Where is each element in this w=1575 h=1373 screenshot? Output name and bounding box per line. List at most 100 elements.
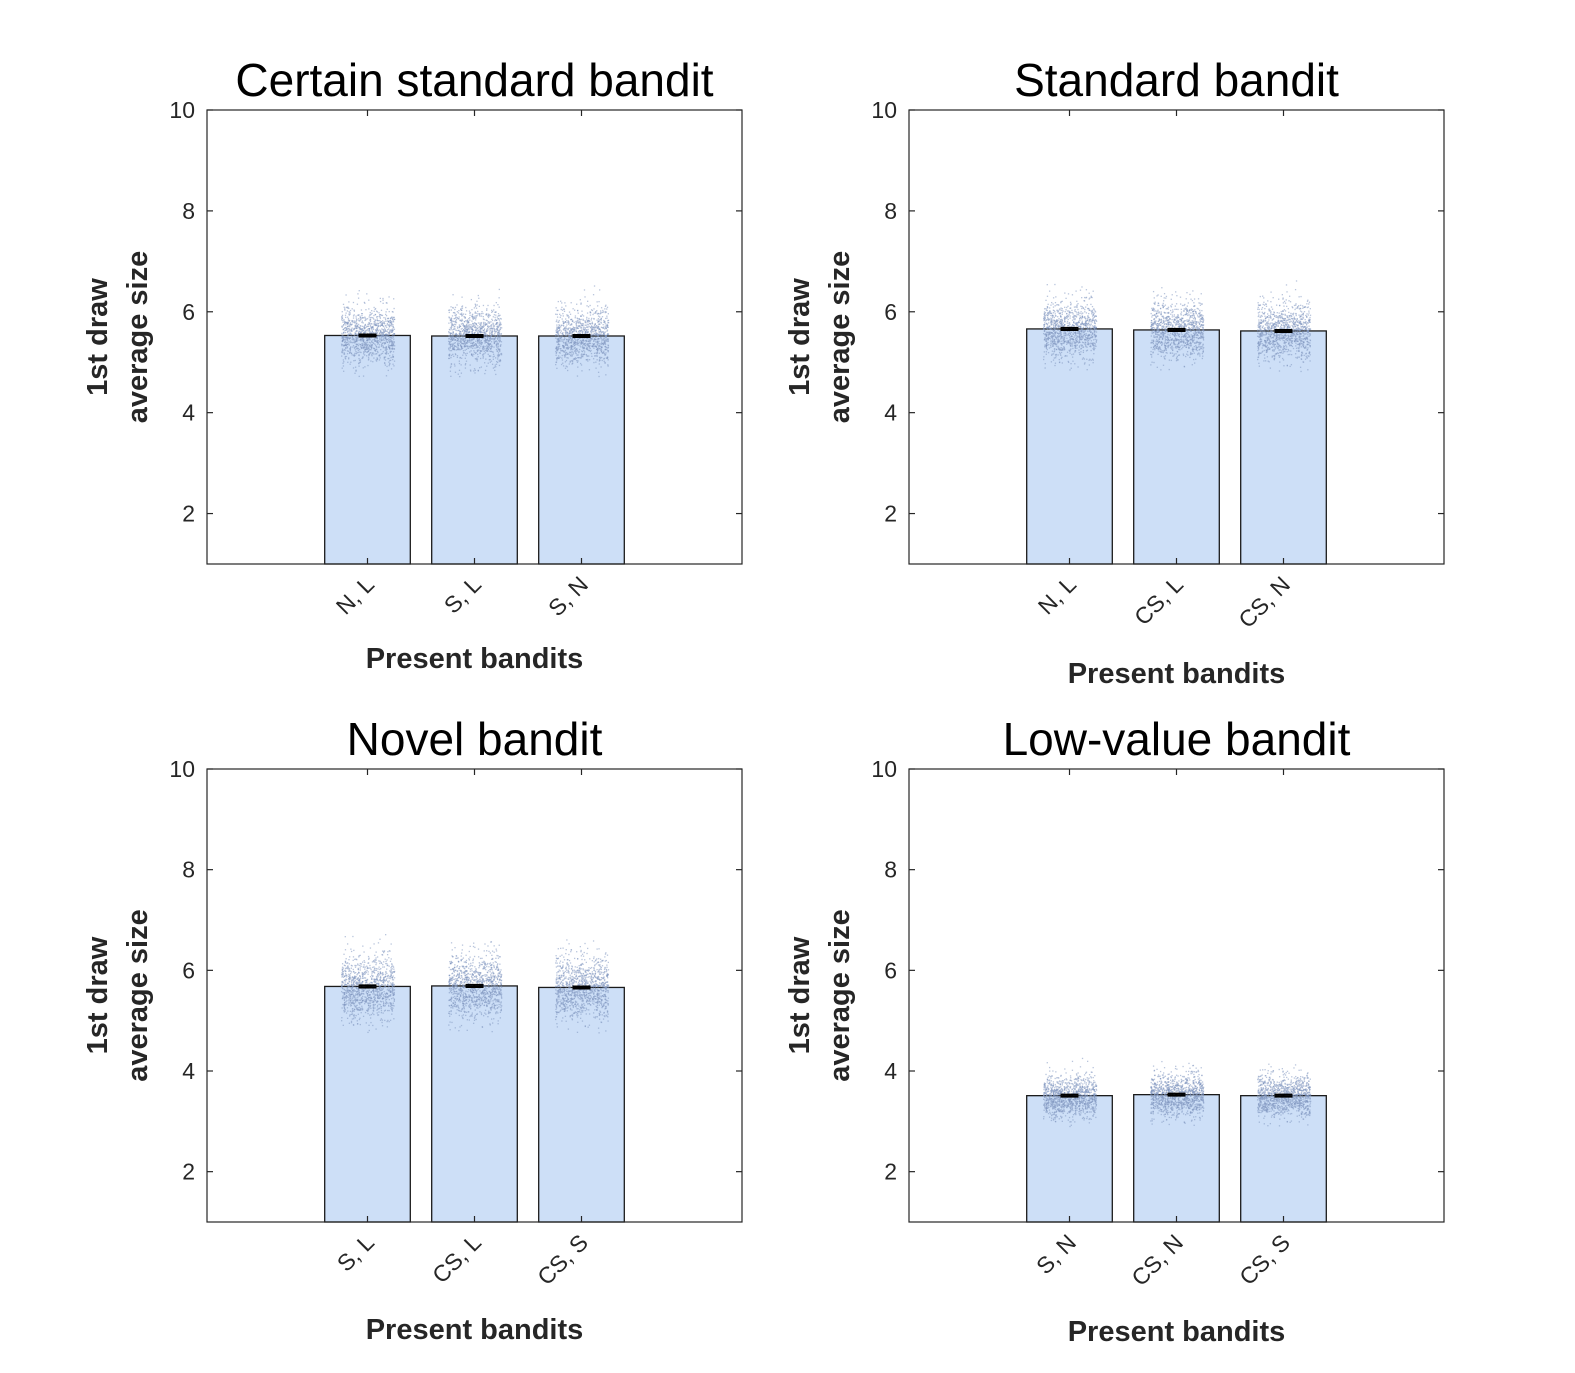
sample-point — [579, 325, 581, 327]
sample-point — [379, 334, 382, 336]
sample-point — [390, 331, 392, 333]
sample-point — [1053, 340, 1055, 342]
sample-point — [1080, 333, 1082, 335]
sample-point — [451, 329, 453, 331]
sample-point — [377, 341, 379, 344]
sample-point — [465, 310, 468, 312]
sample-point — [366, 339, 369, 342]
sample-point — [375, 331, 378, 333]
sample-point — [1049, 331, 1051, 333]
sample-point — [383, 321, 385, 323]
sample-point — [562, 315, 564, 317]
sample-point — [571, 346, 573, 349]
sample-point — [588, 355, 590, 357]
sample-point — [580, 346, 582, 348]
sample-point — [351, 337, 354, 339]
sample-point — [382, 302, 384, 304]
sample-point — [1091, 336, 1093, 338]
sample-point — [352, 367, 355, 369]
sample-point — [562, 324, 565, 326]
sample-point — [1055, 326, 1057, 329]
sample-point — [350, 328, 353, 330]
sample-point — [483, 329, 485, 331]
sample-point — [587, 324, 589, 326]
sample-point — [481, 331, 483, 333]
sample-point — [1161, 343, 1163, 345]
sample-point — [381, 335, 383, 338]
sample-point — [1067, 324, 1069, 327]
sample-point — [377, 320, 380, 322]
sample-point — [391, 341, 393, 344]
sample-point — [484, 349, 487, 352]
sample-point — [351, 327, 353, 329]
sample-point — [577, 357, 580, 359]
sample-point — [1064, 348, 1066, 350]
sample-point — [376, 340, 378, 342]
sample-point — [347, 333, 350, 335]
sample-point — [586, 355, 589, 357]
sample-point — [349, 337, 352, 339]
sample-point — [605, 311, 608, 313]
sample-point — [1195, 348, 1197, 351]
sample-point — [603, 321, 605, 323]
sample-point — [363, 332, 366, 334]
sample-point — [498, 339, 500, 342]
sample-point — [462, 338, 465, 340]
sample-point — [1087, 330, 1089, 333]
sample-point — [490, 330, 492, 332]
sample-point — [496, 333, 499, 335]
sample-point — [383, 343, 386, 345]
sample-point — [1199, 353, 1201, 355]
y-axis-label-line1: 1st draw — [82, 278, 114, 396]
sample-point — [581, 324, 584, 326]
sample-point — [1074, 342, 1077, 345]
sample-point — [475, 328, 477, 331]
sample-point — [390, 350, 393, 353]
sample-point — [491, 311, 493, 313]
sample-point — [601, 359, 603, 362]
sample-point — [387, 357, 389, 360]
sample-point — [1054, 341, 1056, 343]
sample-point — [1045, 353, 1047, 355]
sample-point — [1066, 313, 1068, 315]
sample-point — [1074, 317, 1076, 320]
sample-point — [567, 346, 569, 348]
sample-point — [389, 345, 391, 347]
sample-point — [1046, 284, 1048, 286]
sample-point — [389, 330, 392, 332]
sample-point — [1180, 325, 1182, 328]
sample-point — [1155, 317, 1158, 319]
sample-point — [1086, 323, 1088, 325]
sample-point — [1085, 344, 1087, 347]
sample-point — [363, 341, 366, 344]
sample-point — [353, 314, 355, 316]
sample-point — [1060, 343, 1062, 345]
sample-point — [1152, 339, 1155, 341]
sample-point — [483, 318, 485, 321]
sample-point — [392, 311, 394, 313]
sample-point — [386, 351, 388, 353]
sample-point — [368, 299, 370, 301]
sample-point — [458, 342, 460, 345]
sample-point — [1047, 334, 1050, 336]
sample-point — [1045, 347, 1048, 349]
sample-point — [458, 333, 461, 335]
sample-point — [348, 338, 350, 340]
sample-point — [1161, 337, 1163, 339]
sample-point — [1083, 299, 1085, 302]
sample-point — [1066, 343, 1068, 346]
sample-point — [1052, 345, 1055, 347]
sample-point — [380, 353, 383, 355]
sample-point — [453, 326, 455, 328]
sample-point — [449, 318, 452, 320]
sample-point — [565, 359, 568, 362]
sample-point — [374, 340, 376, 342]
sample-point — [1055, 343, 1057, 345]
sample-point — [450, 317, 452, 319]
sample-point — [1079, 338, 1082, 341]
sample-point — [367, 356, 370, 358]
sample-point — [570, 349, 572, 351]
sample-point — [355, 346, 357, 348]
sample-point — [462, 323, 464, 325]
sample-point — [1081, 345, 1083, 347]
